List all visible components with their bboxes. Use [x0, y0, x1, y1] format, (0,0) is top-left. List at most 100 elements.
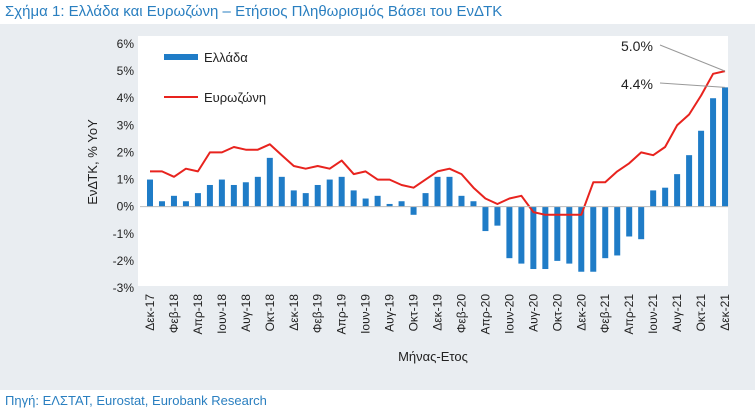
x-tick-label: Αυγ-18: [239, 294, 253, 332]
eurozone-line-layer: [150, 70, 726, 216]
x-tick-label: Φεβ-21: [598, 294, 612, 333]
bar-greece: [206, 184, 213, 207]
bar-greece: [266, 157, 273, 207]
x-tick-label: Οκτ-18: [263, 294, 277, 332]
bar-greece: [638, 206, 645, 240]
x-tick-label: Οκτ-21: [694, 294, 708, 332]
plot-area: [138, 36, 728, 286]
bar-greece: [350, 190, 357, 207]
y-tick-label: 0%: [117, 200, 135, 214]
x-tick-label: Φεβ-19: [311, 294, 325, 333]
bar-greece: [374, 195, 381, 207]
bar-greece: [194, 193, 201, 207]
legend-label-greece: Ελλάδα: [204, 50, 248, 65]
bar-greece: [698, 130, 705, 207]
bar-greece: [458, 195, 465, 207]
bar-greece: [446, 176, 453, 207]
bar-greece: [470, 201, 477, 207]
greece-bars: [147, 87, 729, 272]
y-tick-label: 6%: [117, 37, 135, 51]
source-note: Πηγή: ΕΛΣΤΑΤ, Eurostat, Eurobank Researc…: [5, 393, 267, 408]
bar-greece: [386, 203, 393, 207]
x-tick-label: Ιουν-21: [646, 294, 660, 334]
bar-greece: [494, 206, 501, 226]
x-tick-label: Απρ-18: [191, 294, 205, 335]
x-tick-label: Δεκ-19: [431, 294, 445, 331]
bar-greece: [254, 176, 261, 207]
x-tick-label: Ιουν-18: [215, 294, 229, 334]
x-tick-label: Δεκ-17: [143, 294, 157, 331]
bar-greece: [398, 201, 405, 207]
x-tick-label: Φεβ-18: [167, 294, 181, 333]
bar-greece: [338, 176, 345, 207]
y-tick-label: -1%: [113, 227, 135, 241]
x-tick-label: Δεκ-21: [718, 294, 732, 331]
bar-greece: [482, 206, 489, 232]
bar-greece: [554, 206, 561, 261]
x-tick-label: Δεκ-18: [287, 294, 301, 331]
bar-greece: [434, 176, 441, 207]
bar-greece: [158, 201, 165, 207]
bar-greece: [722, 87, 729, 207]
y-axis-label: ΕνΔΤΚ, % YoY: [85, 119, 100, 205]
bar-greece: [242, 182, 249, 207]
bar-greece: [602, 206, 609, 259]
bar-greece: [230, 184, 237, 207]
bar-greece: [410, 206, 417, 215]
line-eurozone: [150, 70, 726, 216]
chart-title: Σχήμα 1: Ελλάδα και Ευρωζώνη – Ετήσιος Π…: [5, 3, 503, 20]
legend-label-eurozone: Ευρωζώνη: [204, 90, 266, 105]
x-tick-label: Οκτ-20: [550, 294, 564, 332]
x-axis-label: Μήνας-Ετος: [398, 349, 468, 364]
y-tick-label: 2%: [117, 145, 135, 159]
bar-greece: [278, 176, 285, 207]
legend: Ελλάδα Ευρωζώνη: [164, 50, 266, 105]
y-tick-label: -3%: [113, 281, 135, 295]
x-tick-label: Φεβ-20: [454, 294, 468, 333]
bar-greece: [218, 179, 225, 207]
x-tick-label: Απρ-21: [622, 294, 636, 335]
annotations: 5.0% 4.4%: [621, 38, 726, 92]
bar-greece: [302, 193, 309, 207]
bar-greece: [626, 206, 633, 237]
x-axis-ticks: Δεκ-17 Φεβ-18 Απρ-18 Ιουν-18 Αυγ-18 Οκτ-18 Δεκ…: [143, 294, 732, 335]
bar-greece: [614, 206, 621, 256]
bar-greece: [326, 179, 333, 207]
y-tick-label: 1%: [117, 173, 135, 187]
x-tick-label: Απρ-19: [335, 294, 349, 335]
x-tick-label: Αυγ-21: [670, 294, 684, 332]
y-tick-label: -2%: [113, 254, 135, 268]
y-axis-ticks: 6% 5% 4% 3% 2% 1% 0% -1% -2% -3%: [113, 37, 728, 295]
bar-greece: [506, 206, 513, 259]
x-tick-label: Απρ-20: [478, 294, 492, 335]
bar-greece: [518, 206, 525, 264]
bar-greece: [542, 206, 549, 270]
bar-greece: [170, 195, 177, 207]
annotation-greece-last: 4.4%: [621, 76, 653, 92]
y-tick-label: 3%: [117, 118, 135, 132]
bar-greece: [182, 201, 189, 207]
y-tick-label: 5%: [117, 64, 135, 78]
x-tick-label: Ιουν-19: [359, 294, 373, 334]
x-tick-label: Δεκ-20: [574, 294, 588, 331]
bar-greece: [590, 206, 597, 272]
bar-greece: [147, 179, 153, 207]
bar-greece: [566, 206, 573, 264]
bar-greece: [422, 193, 429, 207]
bar-greece: [662, 187, 669, 207]
annotation-eurozone-last: 5.0%: [621, 38, 653, 54]
bar-greece: [686, 155, 693, 207]
bar-greece: [578, 206, 585, 272]
y-tick-label: 4%: [117, 91, 135, 105]
bar-greece: [362, 198, 369, 207]
legend-swatch-greece: [164, 54, 198, 60]
x-tick-label: Οκτ-19: [407, 294, 421, 332]
bar-greece: [290, 190, 297, 207]
bar-greece: [314, 184, 321, 207]
bar-greece: [674, 174, 681, 207]
x-tick-label: Αυγ-19: [383, 294, 397, 332]
x-tick-label: Αυγ-20: [526, 294, 540, 332]
bar-greece: [710, 98, 717, 207]
bar-greece: [650, 190, 657, 207]
annotation-leader-greece: [659, 82, 726, 88]
